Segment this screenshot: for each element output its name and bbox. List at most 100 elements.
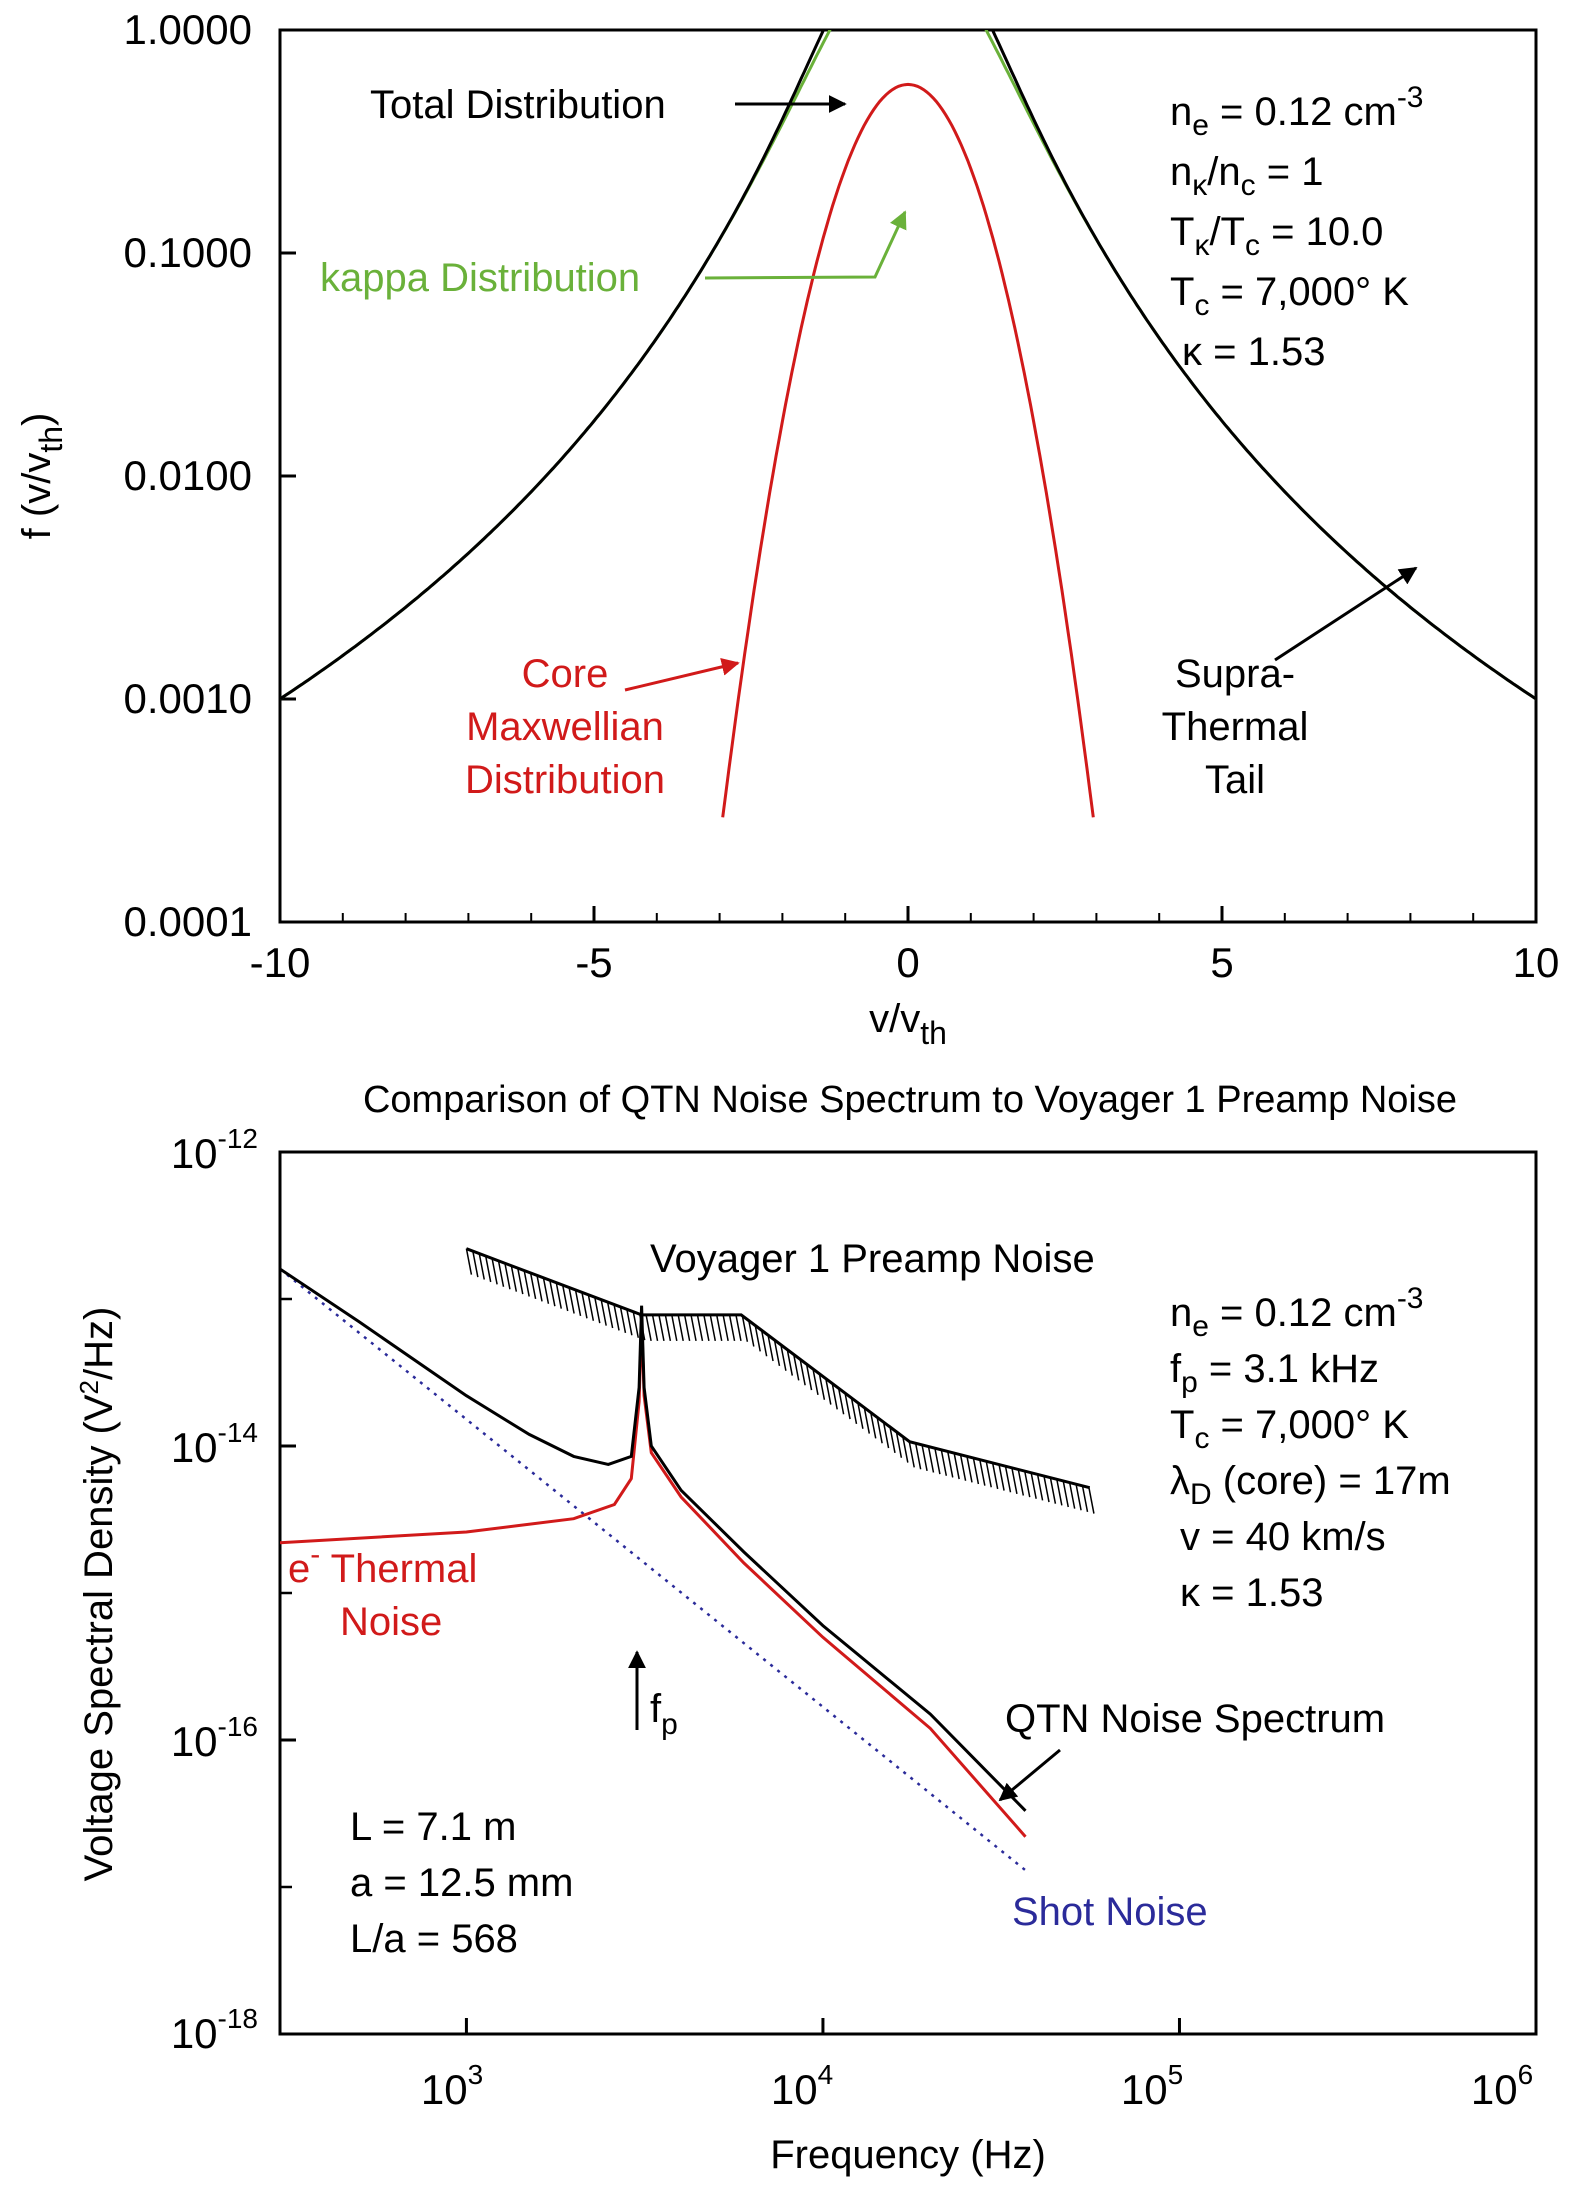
hatch-mark <box>626 1309 633 1336</box>
xtick-label: 103 <box>421 2059 483 2113</box>
hatch-mark <box>1049 1477 1057 1504</box>
xtick-label: -5 <box>575 939 612 986</box>
hatch-mark <box>651 1314 659 1342</box>
total-distribution-line <box>280 30 1536 701</box>
hatch-mark <box>1004 1466 1012 1493</box>
hatch-mark <box>1088 1487 1095 1514</box>
hatch-mark <box>792 1354 800 1381</box>
distribution-chart: 1.0000 0.1000 0.0100 0.0010 0.0001 -10 -… <box>15 6 1559 1051</box>
ytick-label: 0.0010 <box>124 675 252 722</box>
svg-text:ne = 0.12 cm-3: ne = 0.12 cm-3 <box>1170 81 1424 142</box>
core-arrow <box>624 658 740 692</box>
hatch-mark <box>946 1451 954 1478</box>
hatch-mark <box>465 1248 473 1275</box>
svg-text:Maxwellian: Maxwellian <box>466 705 664 749</box>
xtick-label: 106 <box>1471 2059 1533 2113</box>
ytick-label: 10-14 <box>171 1417 258 1471</box>
ytick-label: 10-12 <box>171 1123 258 1177</box>
hatch-mark <box>754 1325 761 1352</box>
hatch-mark <box>850 1397 858 1425</box>
hatch-mark <box>555 1282 563 1309</box>
hatch-mark <box>902 1436 909 1463</box>
hatch-mark <box>959 1454 967 1481</box>
shot-label: Shot Noise <box>1012 1890 1208 1934</box>
svg-text:nκ/nc = 1: nκ/nc = 1 <box>1170 150 1323 202</box>
hatch-mark <box>748 1320 755 1347</box>
hatch-mark <box>908 1441 915 1468</box>
hatch-mark <box>1062 1480 1069 1508</box>
axis-ticks <box>278 28 1538 924</box>
qtn-arrow <box>998 1748 1061 1802</box>
hatch-mark <box>664 1314 672 1342</box>
hatch-mark <box>1024 1470 1031 1498</box>
hatch-mark <box>703 1314 710 1342</box>
xtick-label: 104 <box>771 2059 833 2113</box>
core-label: Core Maxwellian Distribution <box>465 652 665 802</box>
hatch-mark <box>869 1412 877 1439</box>
hatch-mark <box>818 1373 826 1400</box>
svg-text:Tc = 7,000° K: Tc = 7,000° K <box>1170 1403 1409 1455</box>
hatch-mark <box>581 1292 588 1319</box>
hatch-mark <box>1075 1484 1082 1511</box>
hatch-mark <box>709 1314 717 1342</box>
hatch-mark <box>998 1464 1005 1491</box>
qtn-label: QTN Noise Spectrum <box>1005 1697 1385 1741</box>
ytick-label: 0.0100 <box>124 452 252 499</box>
hatch-mark <box>491 1258 498 1285</box>
hatch-mark <box>696 1314 704 1342</box>
hatch-mark <box>799 1359 806 1386</box>
hatch-mark <box>1030 1472 1037 1499</box>
hatch-mark <box>844 1392 851 1420</box>
preamp-label: Voyager 1 Preamp Noise <box>650 1237 1095 1281</box>
hatch-mark <box>587 1294 595 1321</box>
hatch-mark <box>632 1311 640 1338</box>
hatch-mark <box>594 1297 601 1324</box>
hatch-mark <box>1017 1469 1025 1496</box>
svg-text:fp = 3.1 kHz: fp = 3.1 kHz <box>1170 1347 1379 1399</box>
xtick-label: 0 <box>896 939 919 986</box>
hatch-mark <box>934 1448 941 1475</box>
parameter-block: ne = 0.12 cm-3 fp = 3.1 kHz Tc = 7,000° … <box>1170 1282 1451 1615</box>
hatch-mark <box>613 1304 620 1331</box>
hatch-mark <box>991 1462 999 1490</box>
hatch-mark <box>985 1461 992 1488</box>
hatch-mark <box>529 1272 537 1300</box>
hatch-mark <box>927 1446 935 1473</box>
antenna-block: L = 7.1 m a = 12.5 mm L/a = 568 <box>350 1805 573 1961</box>
svg-text:Thermal: Thermal <box>1162 705 1309 749</box>
hatch-mark <box>1011 1467 1018 1494</box>
hatch-mark <box>979 1459 986 1486</box>
svg-text:Core: Core <box>522 652 609 696</box>
hatch-mark <box>889 1426 896 1454</box>
hatch-mark <box>837 1388 845 1415</box>
hatch-mark <box>825 1378 832 1405</box>
ytick-label: 10-16 <box>171 1711 258 1765</box>
xtick-label: 105 <box>1121 2059 1183 2113</box>
hatch-mark <box>484 1255 492 1283</box>
hatch-mark <box>812 1368 819 1396</box>
hatch-mark <box>722 1314 729 1342</box>
preamp-noise-line <box>465 1247 1091 1490</box>
tail-arrow <box>1274 566 1418 662</box>
xtick-label: 5 <box>1210 939 1233 986</box>
thermal-label: e- Thermal <box>288 1538 477 1591</box>
hatch-mark <box>972 1457 980 1485</box>
hatch-mark <box>690 1314 697 1342</box>
ytick-label: 1.0000 <box>124 6 252 53</box>
tail-label: Supra- Thermal Tail <box>1162 652 1309 802</box>
y-axis-title: Voltage Spectral Density (V2/Hz) <box>74 1307 121 1882</box>
qtn-spectrum-chart: Comparison of QTN Noise Spectrum to Voya… <box>74 1079 1538 2177</box>
hatch-mark <box>606 1301 614 1329</box>
x-axis-title: v/vth <box>869 997 947 1051</box>
hatch-mark <box>921 1444 928 1472</box>
hatch-mark <box>882 1421 890 1449</box>
kappa-distribution-label: kappa Distribution <box>320 256 640 300</box>
hatch-mark <box>940 1449 948 1476</box>
hatch-mark <box>600 1299 607 1326</box>
hatch-mark <box>1036 1474 1044 1501</box>
hatch-mark <box>857 1402 864 1429</box>
svg-text:a = 12.5 mm: a = 12.5 mm <box>350 1861 573 1905</box>
svg-text:λD (core) = 17m: λD (core) = 17m <box>1170 1459 1451 1511</box>
svg-text:L/a = 568: L/a = 568 <box>350 1917 518 1961</box>
ytick-label: 0.1000 <box>124 229 252 276</box>
